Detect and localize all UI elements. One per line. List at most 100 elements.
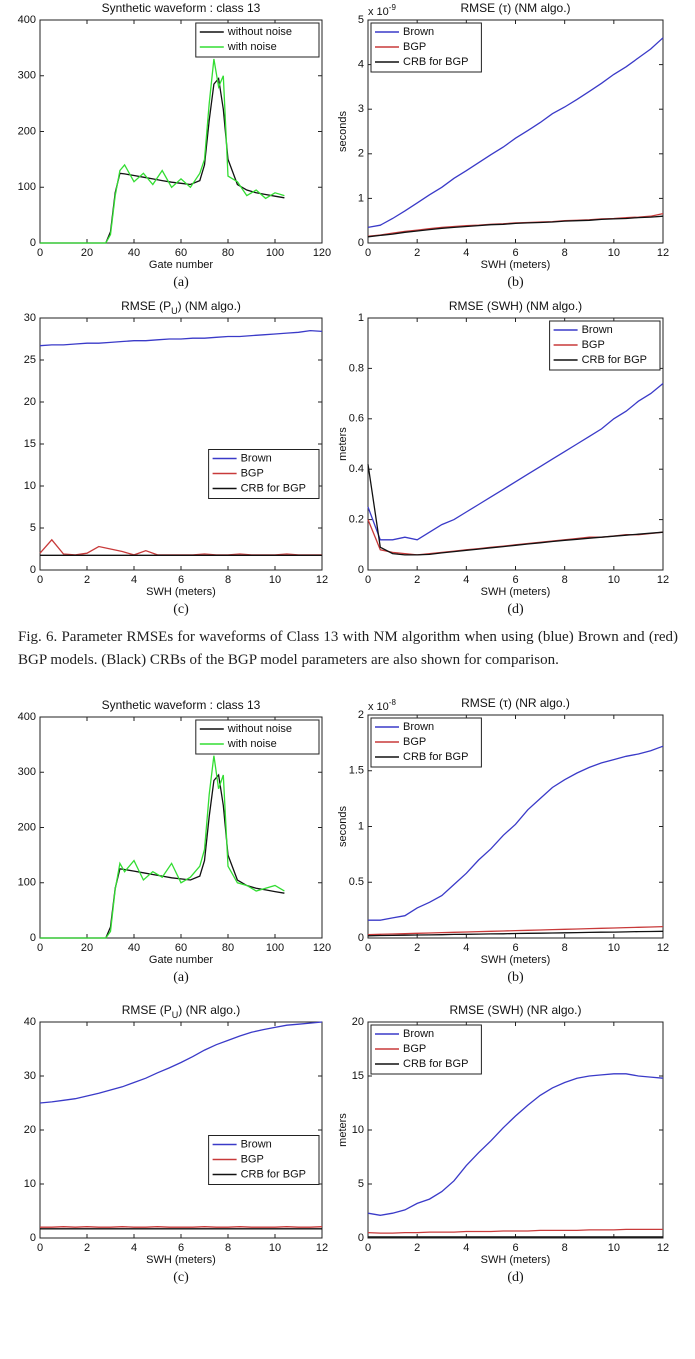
y-tick-label: 20 xyxy=(24,396,36,408)
x-tick-label: 8 xyxy=(225,1242,231,1254)
x-tick-label: 8 xyxy=(562,574,568,586)
x-tick-label: 8 xyxy=(225,574,231,586)
x-tick-label: 4 xyxy=(463,247,469,259)
x-tick-label: 2 xyxy=(414,942,420,954)
subfigure-label: (d) xyxy=(507,1270,524,1285)
legend-label: Brown xyxy=(241,1138,272,1150)
data-line xyxy=(367,1228,663,1234)
chart-title: Synthetic waveform : class 13 xyxy=(102,698,261,712)
title-text: Synthetic waveform : class 13 xyxy=(102,698,261,712)
legend-label: Brown xyxy=(241,452,272,464)
title-text: RMSE (τ) (NR algo.) xyxy=(461,696,570,710)
x-tick-label: 10 xyxy=(608,247,620,259)
y-tick-label: 5 xyxy=(358,14,364,26)
x-tick-label: 8 xyxy=(562,247,568,259)
x-tick-label: 4 xyxy=(463,942,469,954)
data-line xyxy=(367,37,664,229)
multiplier-base: x 10 xyxy=(368,6,389,18)
y-tick-label: 20 xyxy=(352,1016,364,1028)
x-tick-label: 10 xyxy=(269,574,281,586)
y-tick-label: 1 xyxy=(358,192,364,204)
legend-box xyxy=(195,22,320,58)
subfigure-label: (c) xyxy=(173,602,189,617)
subfigure-label: (a) xyxy=(173,970,189,985)
x-tick-label: 2 xyxy=(414,574,420,586)
multiplier-base: x 10 xyxy=(368,701,389,713)
x-tick-label: 4 xyxy=(463,574,469,586)
x-tick-label: 12 xyxy=(657,574,669,586)
x-axis-label: Gate number xyxy=(149,259,214,271)
x-tick-label: 6 xyxy=(512,942,518,954)
legend-label: CRB for BGP xyxy=(403,1058,468,1070)
data-line xyxy=(367,464,664,556)
legend-box xyxy=(195,719,320,755)
x-tick-label: 0 xyxy=(37,247,43,259)
x-tick-label: 2 xyxy=(414,247,420,259)
x-tick-label: 120 xyxy=(313,942,331,954)
y-tick-label: 3 xyxy=(358,103,364,115)
legend-label: BGP xyxy=(403,41,426,53)
legend-label: CRB for BGP xyxy=(403,751,468,763)
x-tick-label: 40 xyxy=(128,942,140,954)
y-axis-label: meters xyxy=(337,427,349,461)
title-subscript: U xyxy=(172,1010,179,1020)
data-line xyxy=(40,58,285,244)
x-tick-label: 6 xyxy=(512,574,518,586)
data-line xyxy=(39,1021,323,1104)
y-tick-label: 5 xyxy=(358,1178,364,1190)
x-tick-label: 6 xyxy=(178,1242,184,1254)
x-tick-label: 6 xyxy=(178,574,184,586)
x-tick-label: 6 xyxy=(512,1242,518,1254)
subfigure-label: (a) xyxy=(173,275,189,290)
chart-title: RMSE (τ) (NM algo.) xyxy=(460,1,570,15)
y-tick-label: 0 xyxy=(30,932,36,944)
x-tick-label: 80 xyxy=(222,942,234,954)
legend-label: with noise xyxy=(227,738,277,750)
data-line xyxy=(367,215,664,238)
x-tick-label: 10 xyxy=(608,1242,620,1254)
x-tick-label: 0 xyxy=(37,574,43,586)
y-tick-label: 0 xyxy=(358,932,364,944)
y-tick-label: 10 xyxy=(352,1124,364,1136)
y-tick-label: 40 xyxy=(24,1016,36,1028)
subfigure-label: (c) xyxy=(173,1270,189,1285)
x-tick-label: 0 xyxy=(37,942,43,954)
y-tick-label: 0 xyxy=(30,237,36,249)
legend-label: CRB for BGP xyxy=(403,56,468,68)
y-tick-label: 2 xyxy=(358,709,364,721)
x-tick-label: 0 xyxy=(37,1242,43,1254)
y-tick-label: 0.6 xyxy=(349,413,364,425)
x-tick-label: 20 xyxy=(81,247,93,259)
y-tick-label: 1.5 xyxy=(349,765,364,777)
x-tick-label: 12 xyxy=(657,1242,669,1254)
data-line xyxy=(368,745,664,921)
y-tick-label: 400 xyxy=(18,14,36,26)
figure-caption: Fig. 6. Parameter RMSEs for waveforms of… xyxy=(18,629,678,668)
legend-label: BGP xyxy=(241,1153,264,1165)
x-tick-label: 100 xyxy=(266,942,284,954)
x-tick-label: 2 xyxy=(84,1242,90,1254)
y-tick-label: 10 xyxy=(24,480,36,492)
legend-label: Brown xyxy=(582,324,613,336)
chart-title: RMSE (τ) (NR algo.) xyxy=(461,696,570,710)
x-tick-label: 12 xyxy=(657,247,669,259)
plot-area xyxy=(39,317,323,571)
title-text: RMSE (P xyxy=(121,299,171,313)
legend-label: CRB for BGP xyxy=(241,482,306,494)
x-tick-label: 10 xyxy=(608,574,620,586)
x-tick-label: 2 xyxy=(414,1242,420,1254)
x-tick-label: 12 xyxy=(316,1242,328,1254)
x-tick-label: 4 xyxy=(131,574,137,586)
x-tick-label: 8 xyxy=(562,1242,568,1254)
x-axis-label: SWH (meters) xyxy=(481,259,551,271)
title-subscript: U xyxy=(171,306,178,316)
chart-title: Synthetic waveform : class 13 xyxy=(102,1,261,15)
x-tick-label: 0 xyxy=(365,247,371,259)
y-tick-label: 300 xyxy=(18,766,36,778)
x-tick-label: 80 xyxy=(222,247,234,259)
x-tick-label: 60 xyxy=(175,247,187,259)
x-axis-label: SWH (meters) xyxy=(146,586,216,598)
y-tick-label: 0 xyxy=(358,564,364,576)
y-tick-label: 100 xyxy=(18,181,36,193)
